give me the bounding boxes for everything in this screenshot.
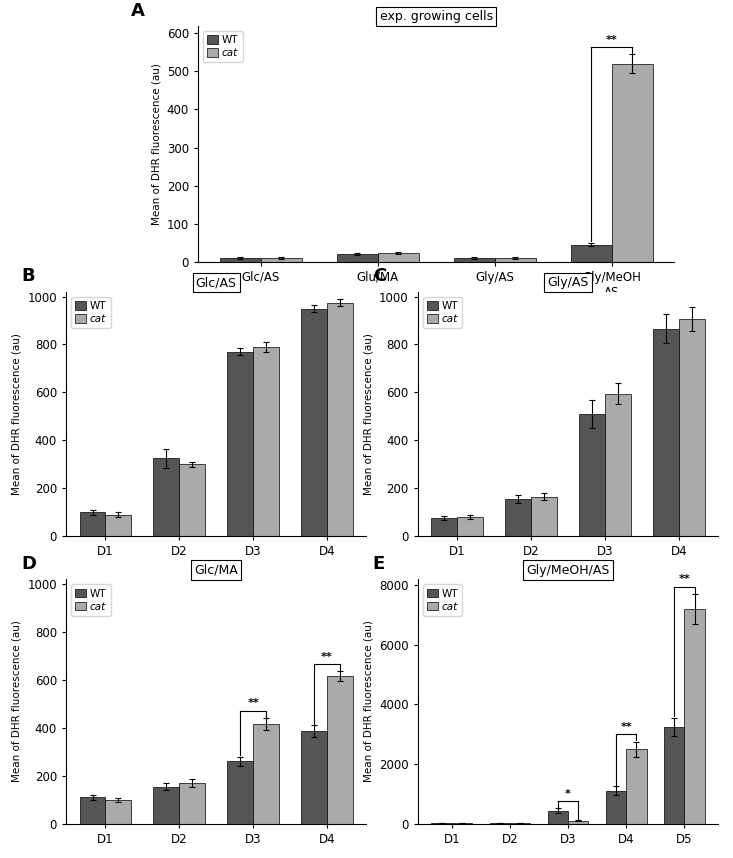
Title: Glc/MA: Glc/MA bbox=[194, 564, 238, 577]
Bar bbox=[664, 727, 685, 824]
Bar bbox=[227, 761, 253, 824]
Bar bbox=[568, 821, 589, 824]
Bar bbox=[548, 811, 568, 824]
Bar bbox=[106, 800, 131, 824]
Y-axis label: Mean of DHR fluorescence (au): Mean of DHR fluorescence (au) bbox=[151, 63, 161, 225]
Bar bbox=[301, 731, 327, 824]
Legend: WT, cat: WT, cat bbox=[423, 584, 463, 616]
Bar bbox=[180, 464, 205, 536]
Bar bbox=[571, 245, 612, 262]
Legend: WT, cat: WT, cat bbox=[203, 31, 243, 63]
Title: Gly/MeOH/AS: Gly/MeOH/AS bbox=[526, 564, 610, 577]
Bar bbox=[377, 253, 419, 262]
Legend: WT, cat: WT, cat bbox=[71, 297, 111, 329]
Bar bbox=[432, 518, 457, 536]
Text: **: ** bbox=[679, 574, 690, 584]
Bar bbox=[336, 254, 377, 262]
Legend: WT, cat: WT, cat bbox=[423, 297, 463, 329]
Bar bbox=[531, 497, 557, 536]
Bar bbox=[653, 329, 679, 536]
Bar bbox=[626, 749, 647, 824]
Bar bbox=[454, 258, 495, 262]
Bar bbox=[505, 499, 531, 536]
Bar bbox=[153, 458, 180, 536]
Bar bbox=[612, 63, 652, 262]
Bar bbox=[180, 782, 205, 824]
Text: **: ** bbox=[620, 722, 632, 732]
Legend: WT, cat: WT, cat bbox=[71, 584, 111, 616]
Bar bbox=[220, 258, 260, 262]
Text: **: ** bbox=[606, 35, 618, 45]
Bar bbox=[301, 309, 327, 536]
Bar bbox=[327, 303, 353, 536]
Bar bbox=[106, 515, 131, 536]
Bar bbox=[80, 797, 106, 824]
Text: D: D bbox=[21, 555, 36, 572]
Y-axis label: Mean of DHR fluorescence (au): Mean of DHR fluorescence (au) bbox=[364, 620, 374, 782]
Bar bbox=[679, 319, 704, 536]
Text: E: E bbox=[372, 555, 385, 572]
Bar bbox=[260, 258, 301, 262]
Title: exp. growing cells: exp. growing cells bbox=[380, 10, 493, 23]
Text: B: B bbox=[21, 268, 34, 285]
Y-axis label: Mean of DHR fluorescence (au): Mean of DHR fluorescence (au) bbox=[12, 620, 22, 782]
Bar bbox=[153, 787, 180, 824]
Y-axis label: Mean of DHR fluorescence (au): Mean of DHR fluorescence (au) bbox=[364, 333, 374, 495]
Bar bbox=[605, 394, 631, 536]
Title: Glc/AS: Glc/AS bbox=[196, 276, 237, 289]
Bar bbox=[253, 347, 279, 536]
Text: **: ** bbox=[321, 652, 333, 662]
Bar bbox=[253, 724, 279, 824]
Bar bbox=[685, 609, 704, 824]
Title: Gly/AS: Gly/AS bbox=[548, 276, 589, 289]
Bar bbox=[579, 414, 605, 536]
Text: A: A bbox=[131, 2, 145, 20]
Bar bbox=[495, 258, 536, 262]
Y-axis label: Mean of DHR fluorescence (au): Mean of DHR fluorescence (au) bbox=[12, 333, 22, 495]
Text: *: * bbox=[565, 789, 571, 799]
Text: C: C bbox=[372, 268, 386, 285]
Bar bbox=[606, 791, 626, 824]
Bar bbox=[327, 676, 353, 824]
Bar bbox=[80, 512, 106, 536]
Text: **: ** bbox=[247, 698, 259, 709]
Bar bbox=[457, 517, 483, 536]
Bar bbox=[227, 352, 253, 536]
